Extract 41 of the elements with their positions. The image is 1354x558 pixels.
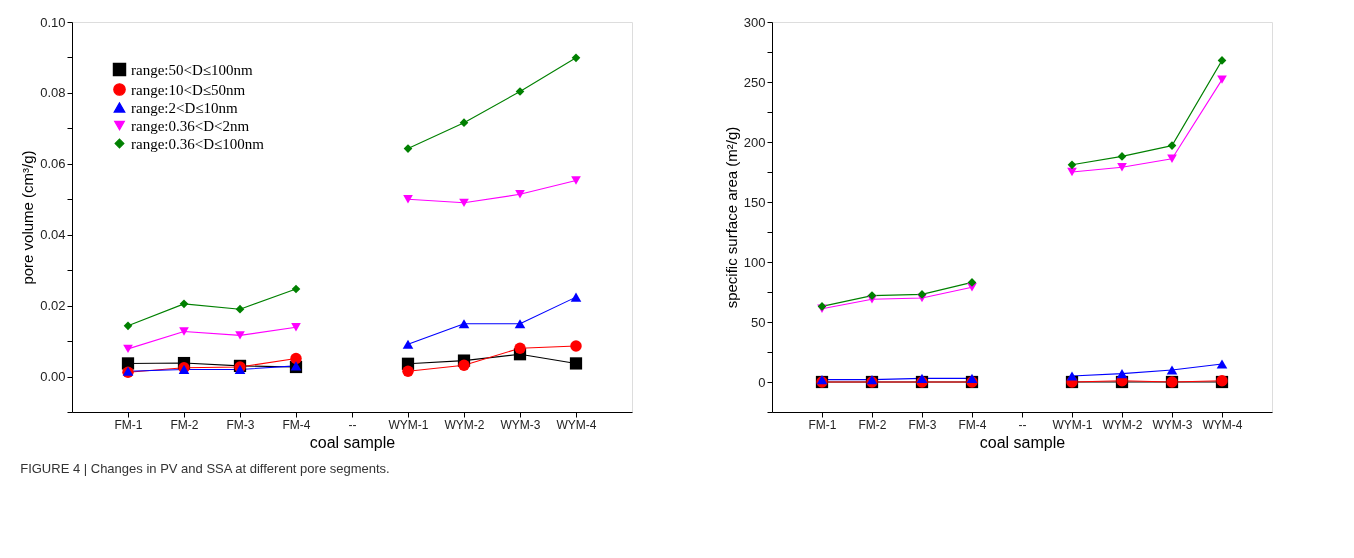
y-tick-label: 250 xyxy=(743,74,766,90)
x-tick-label: WYM-3 xyxy=(500,417,541,432)
legend-label: range:10<D≤50nm xyxy=(131,81,246,98)
y-tick-label: 0.00 xyxy=(40,369,66,385)
y-tick-label: 0.04 xyxy=(40,227,66,243)
y-tick-label: 200 xyxy=(743,134,766,150)
x-axis-title: coal sample xyxy=(979,433,1066,451)
y-tick-label: 0.08 xyxy=(40,85,66,101)
caption: FIGURE 4 | Changes in PV and SSA at different pore segments. xyxy=(20,460,390,476)
legend-label: range:0.36<D<2nm xyxy=(131,117,250,134)
x-tick-label: FM-4 xyxy=(282,417,311,432)
y-tick-label: 0 xyxy=(758,374,766,390)
x-tick-label: WYM-1 xyxy=(388,417,429,432)
legend-label: range:50<D≤100nm xyxy=(131,61,253,78)
y-axis-title: pore volume (cm³/g) xyxy=(19,150,37,285)
y-tick-label: 300 xyxy=(743,14,766,30)
x-tick-label: WYM-3 xyxy=(1152,417,1193,432)
x-tick-label: WYM-4 xyxy=(1202,417,1243,432)
x-tick-label: WYM-4 xyxy=(556,417,597,432)
x-tick-label: FM-1 xyxy=(808,417,837,432)
x-tick-label: WYM-1 xyxy=(1052,417,1093,432)
legend-label: range:2<D≤10nm xyxy=(131,99,238,116)
x-tick-label: WYM-2 xyxy=(444,417,485,432)
x-tick-label: FM-4 xyxy=(958,417,987,432)
y-tick-label: 0.10 xyxy=(40,14,66,30)
y-axis-title: specific surface area (m²/g) xyxy=(722,126,740,309)
x-tick-label: -- xyxy=(1018,417,1027,432)
x-tick-label: FM-3 xyxy=(908,417,937,432)
x-tick-label: FM-2 xyxy=(170,417,199,432)
x-tick-label: FM-3 xyxy=(226,417,255,432)
y-tick-label: 100 xyxy=(743,254,766,270)
x-axis-title: coal sample xyxy=(309,433,396,451)
x-tick-label: FM-2 xyxy=(858,417,887,432)
x-tick-label: WYM-2 xyxy=(1102,417,1143,432)
y-tick-label: 0.02 xyxy=(40,298,66,314)
legend-label: range:0.36<D≤100nm xyxy=(131,135,265,152)
y-tick-label: 150 xyxy=(743,194,766,210)
y-tick-label: 0.06 xyxy=(40,156,66,172)
y-tick-label: 50 xyxy=(751,314,766,330)
x-tick-label: FM-1 xyxy=(114,417,143,432)
x-tick-label: -- xyxy=(348,417,357,432)
